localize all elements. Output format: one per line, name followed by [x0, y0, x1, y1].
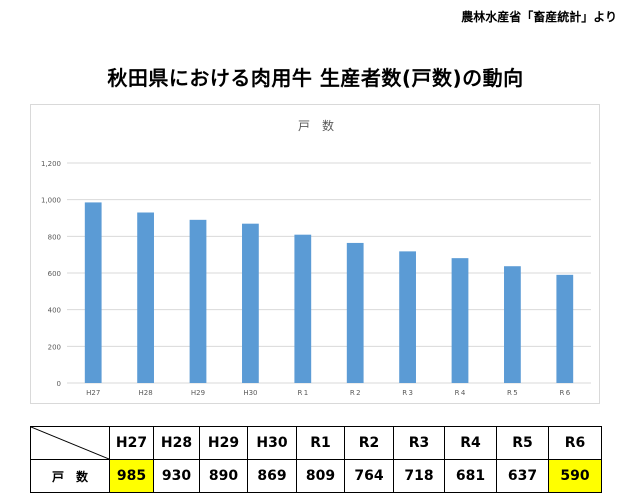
x-tick-label: R 2	[350, 389, 361, 397]
table-header-cell: H28	[153, 426, 200, 460]
table-header-cell: R5	[496, 426, 549, 460]
table-value-cell: 718	[393, 459, 445, 493]
bar	[137, 212, 154, 383]
table-value-cell: 590	[548, 459, 602, 493]
table-corner-cell	[30, 426, 110, 460]
table-value-cell: 809	[296, 459, 345, 493]
x-tick-label: R 5	[507, 389, 518, 397]
bar-chart: 戸 数 0 200 400 600 800 1,000 1,200 H27 H28 H29 H30 R …	[41, 118, 591, 397]
bar	[346, 242, 364, 383]
table-value-cell: 985	[109, 459, 154, 493]
table-header-cell: H30	[247, 426, 297, 460]
bar	[504, 266, 521, 383]
diagonal-line	[31, 427, 109, 459]
x-tick-label: H30	[243, 389, 257, 397]
bar	[242, 223, 259, 383]
table-value-cell: 637	[496, 459, 549, 493]
bar	[556, 274, 574, 383]
chart-container: 戸 数 0 200 400 600 800 1,000 1,200 H27 H28 H29 H30 R …	[30, 104, 600, 404]
x-tick-label: R 1	[297, 389, 308, 397]
y-tick-label: 1,000	[41, 197, 61, 205]
table-header-cell: R2	[344, 426, 394, 460]
y-tick-label: 200	[48, 343, 61, 351]
x-tick-label: R 4	[455, 389, 466, 397]
table-value-cell: 930	[153, 459, 200, 493]
table-value-cell: 764	[344, 459, 394, 493]
x-tick-label: H27	[86, 389, 100, 397]
x-tick-label: H29	[191, 389, 205, 397]
table-header-cell: H29	[199, 426, 248, 460]
table-value-cell: 869	[247, 459, 297, 493]
table-value-cell: 890	[199, 459, 248, 493]
table-row-label: 戸 数	[30, 459, 110, 493]
x-tick-label: R 6	[559, 389, 570, 397]
data-table: H27 H28 H29 H30 R1 R2 R3 R4 R5 R6 戸 数 985 930 890 86…	[30, 426, 602, 493]
table-header-cell: R1	[296, 426, 345, 460]
bar	[399, 251, 416, 383]
x-tick-label: H28	[139, 389, 153, 397]
chart-title: 戸 数	[298, 118, 334, 133]
table-value-cell: 681	[444, 459, 497, 493]
bar	[294, 234, 312, 383]
bar	[189, 219, 207, 383]
table-header-cell: R3	[393, 426, 445, 460]
y-tick-label: 800	[48, 233, 61, 241]
table-header-cell: H27	[109, 426, 154, 460]
source-note: 農林水産省「畜産統計」より	[461, 10, 617, 24]
table-value-row: 戸 数 985 930 890 869 809 764 718 681 637 590	[30, 459, 602, 493]
bar	[451, 258, 469, 383]
bar	[84, 202, 102, 383]
page-title: 秋田県における肉用牛 生産者数(戸数)の動向	[107, 66, 524, 90]
y-tick-label: 600	[48, 270, 61, 278]
y-tick-label: 400	[48, 307, 61, 315]
x-tick-label: R 3	[402, 389, 413, 397]
y-tick-label: 1,200	[41, 160, 61, 168]
table-header-row: H27 H28 H29 H30 R1 R2 R3 R4 R5 R6	[30, 426, 602, 460]
table-header-cell: R4	[444, 426, 497, 460]
table-header-cell: R6	[548, 426, 602, 460]
y-tick-label: 0	[57, 380, 61, 388]
